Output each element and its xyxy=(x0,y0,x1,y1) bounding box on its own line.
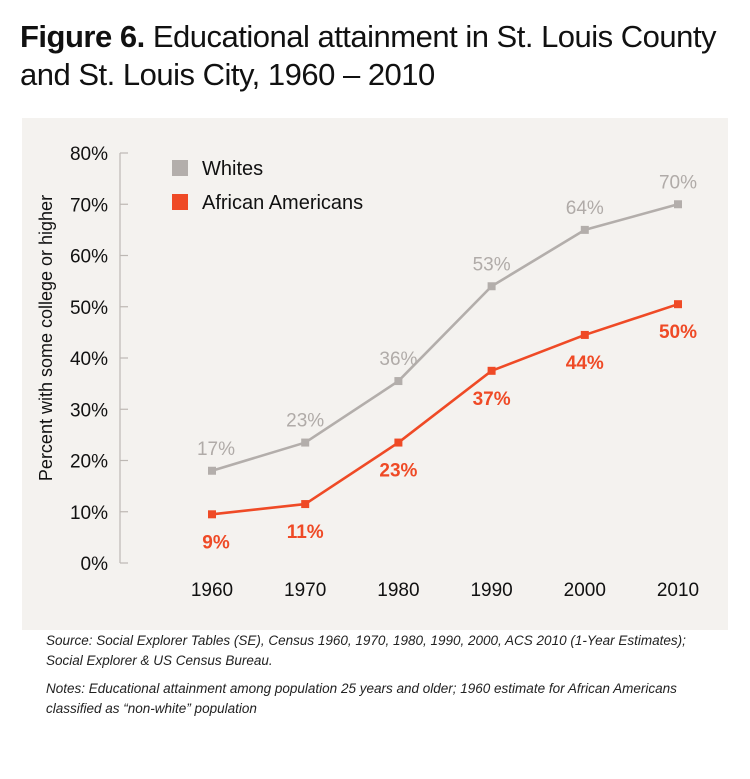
x-tick-label: 1960 xyxy=(191,580,233,601)
y-tick-label: 30% xyxy=(70,400,108,421)
data-label: 53% xyxy=(473,254,511,275)
source-note: Source: Social Explorer Tables (SE), Cen… xyxy=(46,633,686,668)
data-label: 44% xyxy=(566,353,604,374)
x-tick-label: 1980 xyxy=(377,580,419,601)
data-label: 70% xyxy=(659,172,697,193)
y-tick-label: 50% xyxy=(70,298,108,319)
figure-label: Figure 6. xyxy=(20,19,145,54)
data-point xyxy=(674,300,682,309)
legend-label: Whites xyxy=(202,158,263,180)
figure-notes: Source: Social Explorer Tables (SE), Cen… xyxy=(46,631,716,727)
data-point xyxy=(580,330,589,339)
data-point xyxy=(301,500,310,509)
series-line-african-americans xyxy=(211,302,679,516)
figure-title-block: Figure 6. Educational attainment in St. … xyxy=(20,18,720,94)
y-tick-label: 0% xyxy=(81,554,109,575)
legend-label: African Americans xyxy=(202,192,363,214)
x-tick-label: 1970 xyxy=(284,580,326,601)
y-tick-label: 60% xyxy=(70,247,108,268)
data-point xyxy=(394,438,403,447)
data-label: 23% xyxy=(286,411,324,432)
data-label: 64% xyxy=(566,198,604,219)
data-point xyxy=(580,225,589,234)
y-tick-label: 40% xyxy=(70,349,108,370)
x-tick-label: 2010 xyxy=(657,580,699,601)
data-label: 11% xyxy=(287,522,324,543)
y-tick-label: 80% xyxy=(70,144,108,165)
chart-background xyxy=(22,118,728,630)
y-tick-label: 70% xyxy=(70,195,108,216)
x-tick-label: 2000 xyxy=(564,580,606,601)
x-tick-label: 1990 xyxy=(470,580,512,601)
y-axis-title: Percent with some college or higher xyxy=(36,195,56,481)
legend-swatch xyxy=(172,160,188,176)
data-point xyxy=(301,438,310,447)
methodology-note: Notes: Educational attainment among popu… xyxy=(46,681,677,716)
y-tick-label: 10% xyxy=(70,503,108,524)
legend-swatch xyxy=(172,194,188,210)
data-point xyxy=(394,377,403,386)
data-point xyxy=(208,510,216,519)
data-point xyxy=(487,282,496,291)
data-label: 50% xyxy=(659,322,697,343)
figure-title: Educational attainment in St. Louis Coun… xyxy=(20,19,717,92)
y-tick-label: 20% xyxy=(70,452,108,473)
data-point xyxy=(487,366,496,375)
data-label: 23% xyxy=(379,461,417,482)
series-line-whites xyxy=(211,202,679,472)
data-point xyxy=(208,466,216,475)
line-chart: 0% 10% 20% 30% 40% 50% 60% 70% 80% 1960 1970 1980 19… xyxy=(22,118,728,630)
data-label: 9% xyxy=(202,532,230,553)
data-label: 37% xyxy=(473,389,511,410)
data-point xyxy=(674,200,682,209)
data-label: 36% xyxy=(379,349,417,370)
data-label: 17% xyxy=(197,439,235,460)
